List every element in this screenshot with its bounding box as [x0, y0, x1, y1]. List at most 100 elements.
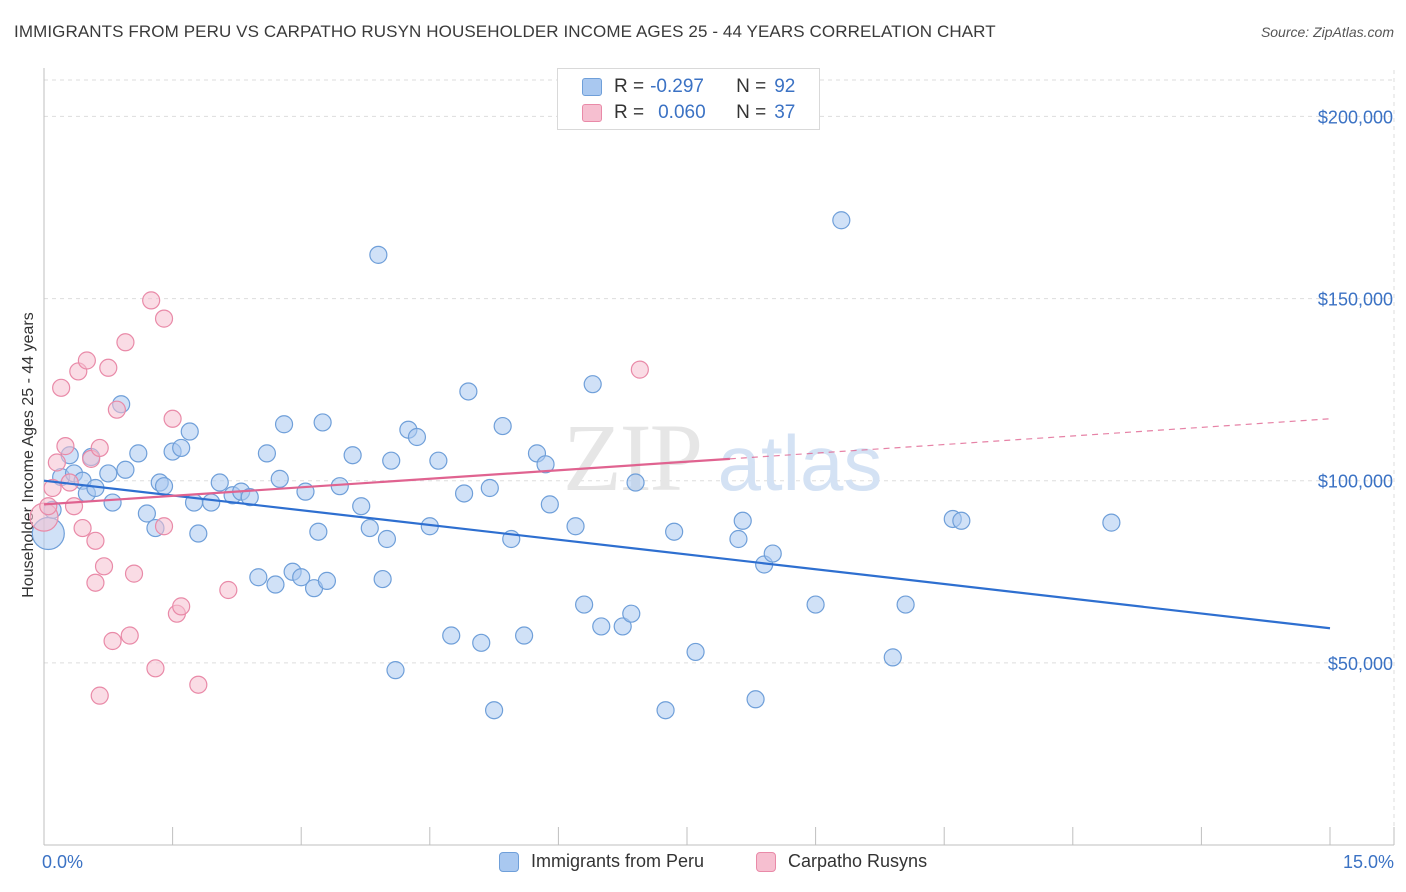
peru-point	[485, 701, 504, 720]
rusyn-point	[172, 597, 191, 616]
rusyn-legend-swatch	[756, 851, 776, 872]
peru-point	[622, 604, 641, 623]
rusyn-point	[73, 518, 92, 538]
y-tick-labels: $50,000 $100,000 $150,000 $200,000	[1318, 107, 1393, 673]
rusyn-point	[64, 497, 84, 516]
peru-point	[317, 571, 337, 590]
peru-point	[313, 413, 332, 432]
peru-legend-label: Immigrants from Peru	[531, 851, 705, 871]
legend-item-peru[interactable]: Immigrants from Peru	[499, 851, 704, 872]
peru-point	[360, 518, 379, 538]
peru-point	[763, 544, 782, 563]
data-points	[29, 211, 1121, 720]
peru-point	[386, 661, 405, 680]
rusyn-trend-extension	[729, 418, 1331, 460]
r-value: -0.297	[650, 76, 704, 97]
peru-point	[154, 477, 174, 496]
peru-point	[274, 415, 294, 434]
rusyn-point	[630, 360, 649, 379]
n-label: N =	[736, 102, 767, 123]
peru-point	[266, 575, 285, 594]
x-tick-label-min: 0.0%	[42, 852, 84, 872]
peru-point	[429, 451, 448, 470]
y-tick-label: $200,000	[1318, 107, 1393, 127]
stats-row-peru: R = -0.297 N = 92	[582, 75, 795, 99]
peru-point	[343, 446, 362, 465]
peru-point	[515, 626, 534, 645]
peru-point	[103, 493, 122, 512]
peru-point	[202, 493, 221, 512]
peru-point	[116, 460, 135, 479]
rusyn-point	[103, 631, 122, 651]
n-value: 92	[774, 76, 796, 97]
peru-point	[459, 382, 478, 401]
rusyn-point	[163, 409, 182, 428]
rusyn-legend-label: Carpatho Rusyns	[788, 851, 928, 871]
rusyn-point	[154, 309, 174, 328]
peru-point	[292, 568, 311, 587]
peru-point	[180, 422, 199, 441]
chart-title: IMMIGRANTS FROM PERU VS CARPATHO RUSYN H…	[14, 22, 996, 41]
peru-point	[746, 690, 765, 709]
peru-point	[656, 701, 675, 720]
peru-point	[377, 529, 397, 549]
y-tick-label: $150,000	[1318, 290, 1393, 310]
peru-point	[575, 595, 594, 614]
watermark-zip: ZIP	[563, 404, 701, 511]
peru-point	[583, 375, 602, 394]
source-credit: Source: ZipAtlas.com	[1260, 24, 1394, 40]
peru-point	[210, 473, 229, 492]
peru-point	[240, 488, 259, 507]
peru-legend-swatch	[499, 851, 519, 872]
peru-point	[832, 211, 851, 230]
peru-point	[472, 633, 491, 652]
peru-swatch	[582, 78, 602, 96]
peru-point	[686, 642, 705, 662]
rusyn-point	[142, 291, 161, 310]
y-tick-label: $100,000	[1318, 472, 1393, 492]
rusyn-point	[189, 675, 208, 694]
n-value: 37	[774, 102, 796, 123]
rusyn-point	[52, 378, 71, 397]
peru-point	[442, 626, 461, 645]
peru-point	[172, 438, 191, 458]
peru-point	[99, 464, 118, 483]
rusyn-point	[90, 686, 109, 705]
n-label: N =	[736, 76, 767, 97]
peru-point	[373, 569, 392, 589]
rusyn-point	[99, 358, 118, 377]
rusyn-point	[116, 333, 135, 352]
stats-legend: R = -0.297 N = 92 R = 0.060 N = 37	[557, 68, 820, 130]
rusyn-point	[86, 573, 105, 592]
peru-point	[952, 511, 971, 530]
peru-point	[592, 617, 611, 636]
r-label: R =	[614, 76, 645, 97]
rusyn-point	[43, 478, 62, 498]
peru-point	[806, 595, 825, 614]
rusyn-point	[86, 531, 105, 550]
peru-point	[613, 617, 632, 636]
peru-point	[129, 444, 148, 463]
peru-point	[257, 444, 277, 463]
watermark-atlas: atlas	[718, 419, 883, 507]
peru-point	[352, 497, 371, 516]
rusyn-trend-line	[43, 457, 730, 506]
legend-item-rusyn[interactable]: Carpatho Rusyns	[756, 851, 927, 872]
rusyn-point	[90, 438, 109, 458]
peru-point	[189, 524, 208, 543]
peru-point	[369, 245, 388, 264]
axes	[43, 68, 1395, 846]
peru-point	[626, 473, 645, 492]
peru-point	[883, 648, 902, 667]
rusyn-swatch	[582, 104, 602, 122]
rusyn-point	[146, 659, 165, 678]
rusyn-point	[107, 400, 126, 419]
rusyn-point	[94, 557, 114, 576]
peru-point	[480, 478, 499, 498]
peru-point	[896, 595, 915, 614]
peru-point	[270, 469, 289, 488]
stats-row-rusyn: R = 0.060 N = 37	[582, 101, 795, 125]
peru-point	[729, 529, 748, 549]
r-label: R =	[614, 102, 645, 123]
